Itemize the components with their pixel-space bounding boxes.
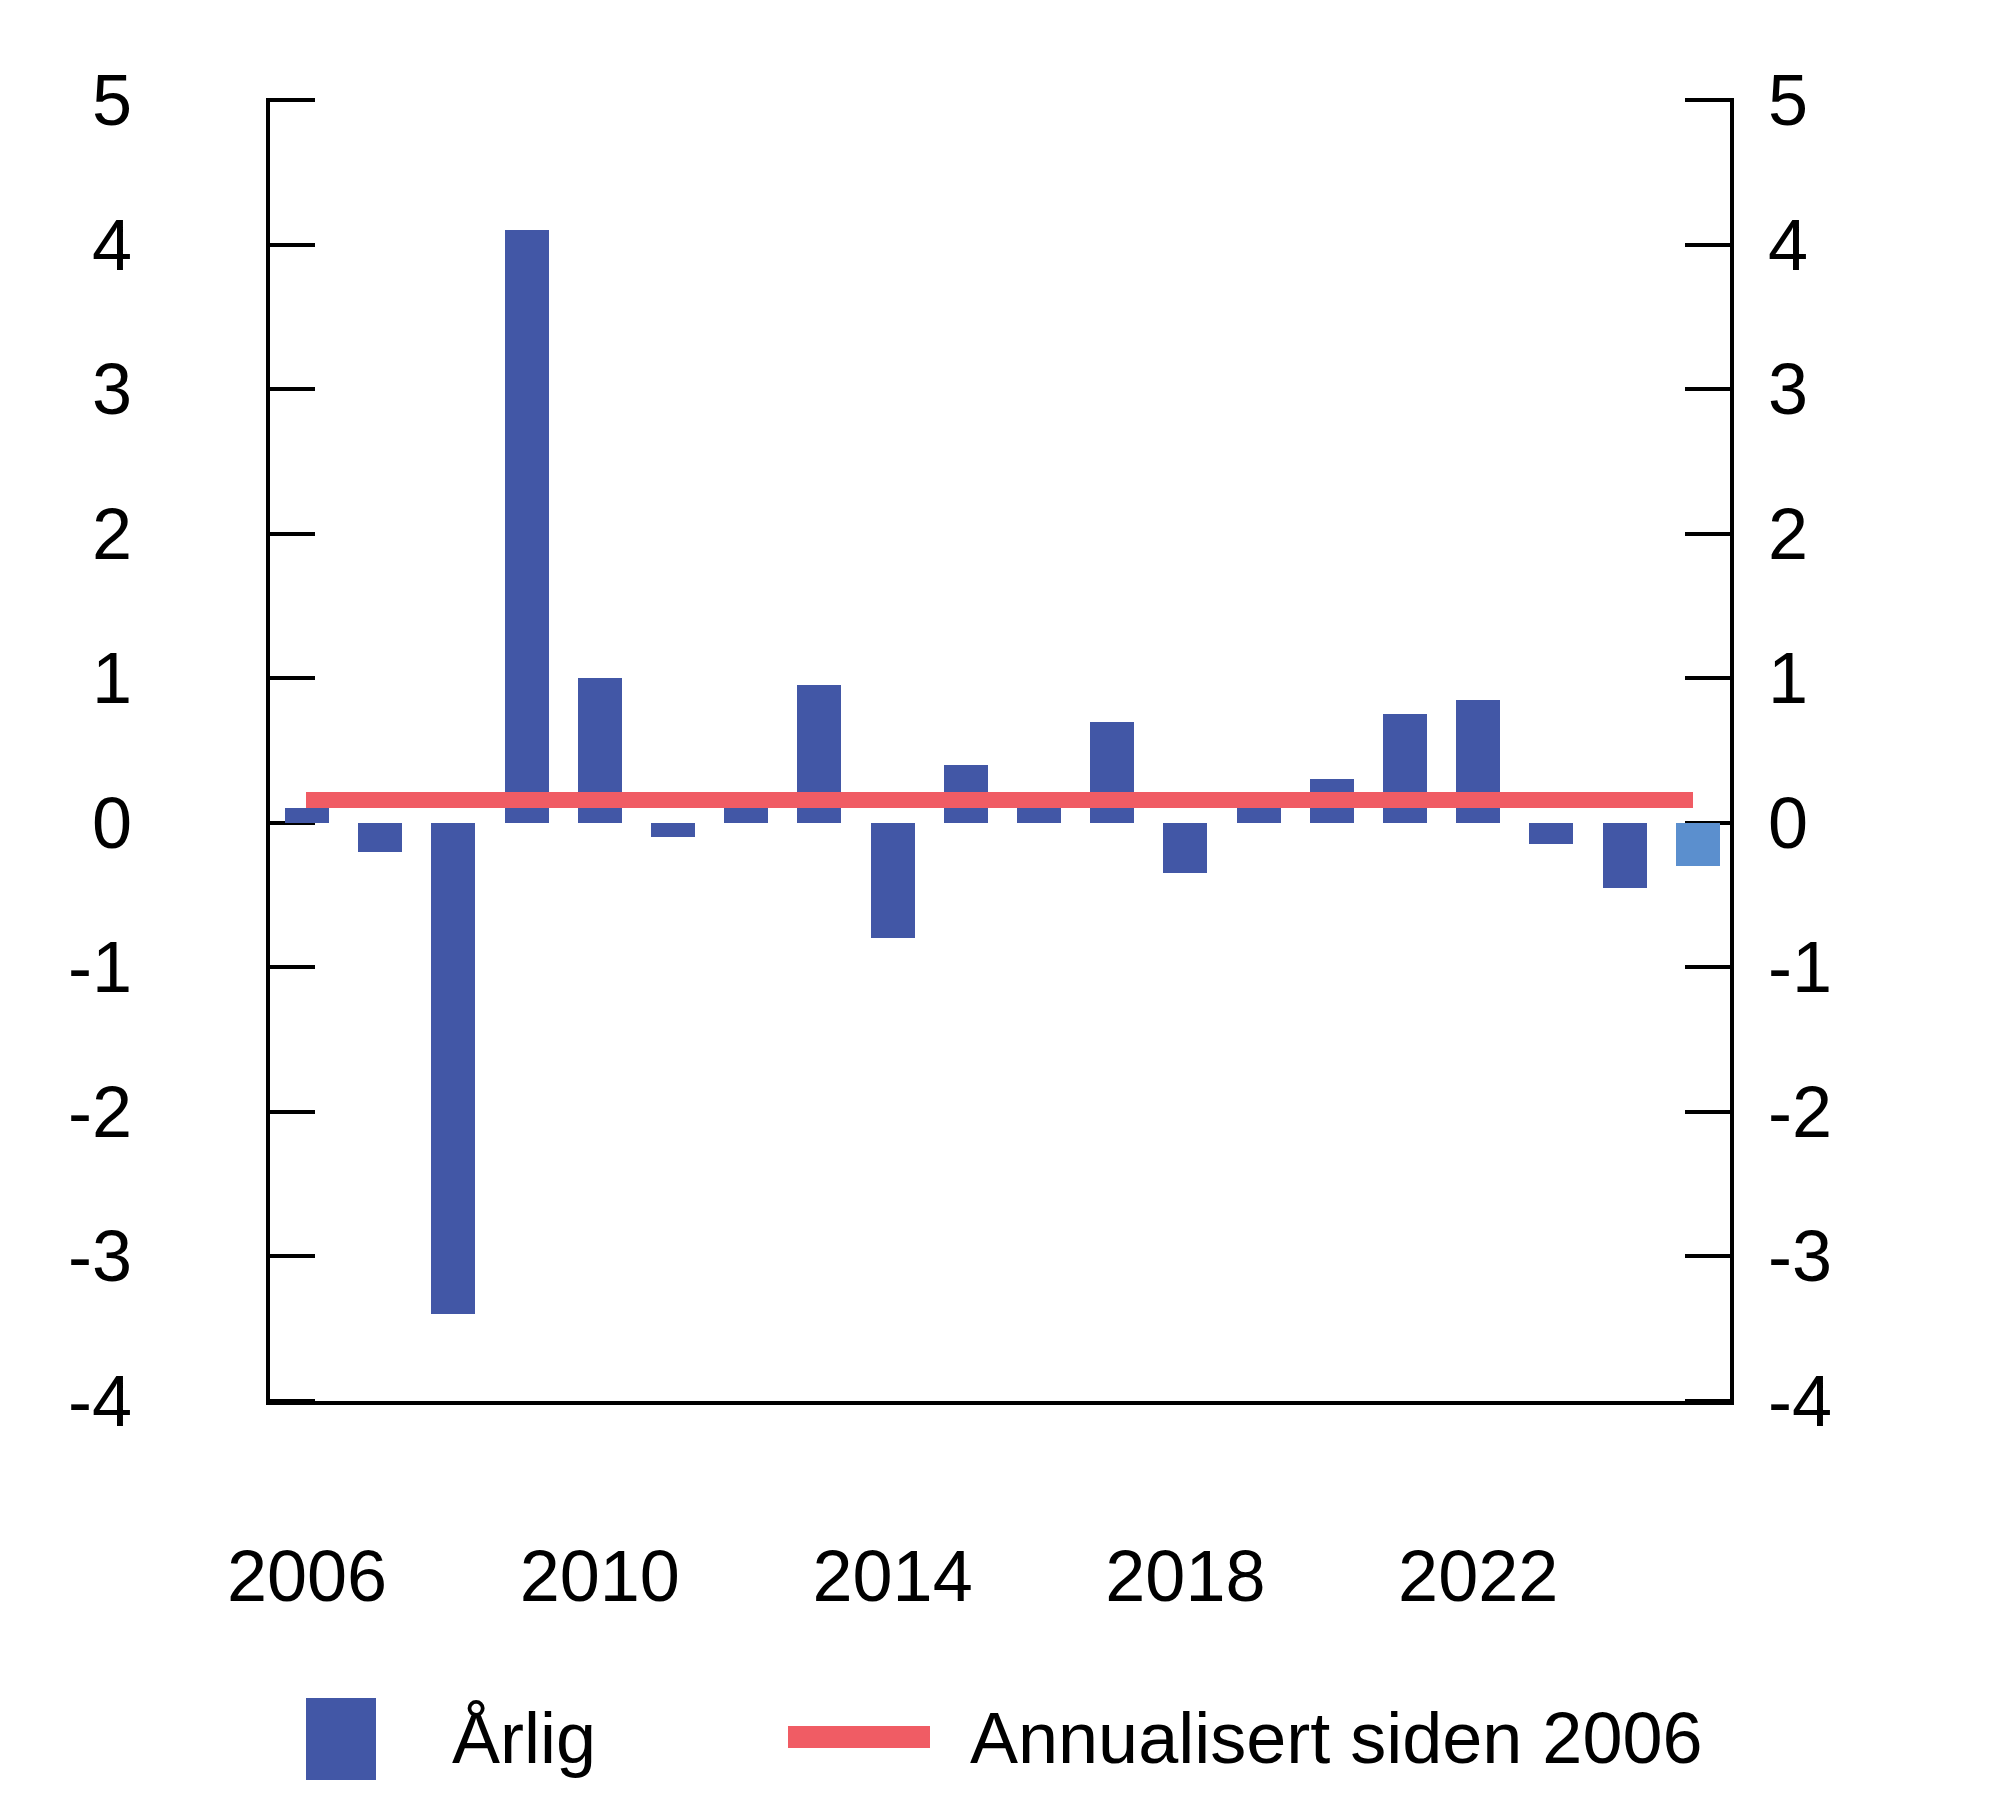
y-tick-label-right--1: -1	[1768, 915, 1988, 1019]
bar-2008	[431, 823, 475, 1314]
bar-2023	[1529, 823, 1573, 845]
y-tick-left-4	[270, 243, 315, 247]
chart-figure: 554433221100-1-1-2-2-3-3-4-4200620102014…	[0, 0, 2000, 1816]
y-tick-label-left--2: -2	[0, 1060, 132, 1164]
bar-2016	[1017, 808, 1061, 822]
y-tick-left--1	[270, 965, 315, 969]
y-tick-right-4	[1685, 243, 1730, 247]
y-tick-left--4	[270, 1399, 315, 1403]
y-tick-label-left-0: 0	[0, 771, 132, 875]
legend-bar-swatch	[306, 1698, 376, 1780]
y-tick-label-right--4: -4	[1768, 1349, 1988, 1453]
x-tick-label-2014: 2014	[733, 1524, 1053, 1628]
plot-area: 554433221100-1-1-2-2-3-3-4-4200620102014…	[0, 0, 2000, 1816]
bar-2009	[505, 230, 549, 823]
legend-label-annual: Årlig	[452, 1686, 596, 1790]
y-tick-right-2	[1685, 532, 1730, 536]
y-tick-right-5	[1685, 98, 1730, 102]
y-tick-left-3	[270, 387, 315, 391]
y-tick-label-left--1: -1	[0, 915, 132, 1019]
y-tick-label-left-5: 5	[0, 48, 132, 152]
x-tick-label-2006: 2006	[147, 1524, 467, 1628]
y-tick-left-2	[270, 532, 315, 536]
y-tick-label-right-3: 3	[1768, 337, 1988, 441]
y-tick-right--4	[1685, 1399, 1730, 1403]
y-tick-label-left-1: 1	[0, 626, 132, 730]
y-tick-left--2	[270, 1110, 315, 1114]
y-tick-right-3	[1685, 387, 1730, 391]
y-tick-right-1	[1685, 676, 1730, 680]
y-tick-label-left-4: 4	[0, 193, 132, 297]
x-axis-line	[266, 1401, 1734, 1405]
y-tick-left-5	[270, 98, 315, 102]
y-tick-right--1	[1685, 965, 1730, 969]
y-axis-left-line	[266, 98, 270, 1405]
y-tick-label-right-0: 0	[1768, 771, 1988, 875]
bar-2011	[651, 823, 695, 837]
y-tick-label-right-2: 2	[1768, 482, 1988, 586]
annualized-line	[306, 792, 1693, 808]
legend: Årlig Annualisert siden 2006	[0, 1680, 2000, 1800]
bar-2019	[1237, 808, 1281, 822]
legend-label-annualized: Annualisert siden 2006	[970, 1686, 1703, 1790]
y-tick-right--3	[1685, 1254, 1730, 1258]
y-tick-label-right-4: 4	[1768, 193, 1988, 297]
bar-2025	[1676, 823, 1720, 866]
y-axis-right-line	[1730, 98, 1734, 1405]
bar-2018	[1163, 823, 1207, 874]
y-tick-label-left-2: 2	[0, 482, 132, 586]
y-tick-left-1	[270, 676, 315, 680]
bar-2007	[358, 823, 402, 852]
y-tick-label-left--3: -3	[0, 1204, 132, 1308]
y-tick-label-right--2: -2	[1768, 1060, 1988, 1164]
bar-2012	[724, 808, 768, 822]
x-tick-label-2010: 2010	[440, 1524, 760, 1628]
y-tick-label-left-3: 3	[0, 337, 132, 441]
y-tick-label-left--4: -4	[0, 1349, 132, 1453]
y-tick-right--2	[1685, 1110, 1730, 1114]
y-tick-label-right--3: -3	[1768, 1204, 1988, 1308]
y-tick-label-right-1: 1	[1768, 626, 1988, 730]
x-tick-label-2018: 2018	[1025, 1524, 1345, 1628]
y-tick-left--3	[270, 1254, 315, 1258]
x-tick-label-2022: 2022	[1318, 1524, 1638, 1628]
bar-2024	[1603, 823, 1647, 888]
legend-line-swatch	[788, 1726, 930, 1748]
bar-2014	[871, 823, 915, 939]
y-tick-label-right-5: 5	[1768, 48, 1988, 152]
bar-2006	[285, 808, 329, 822]
